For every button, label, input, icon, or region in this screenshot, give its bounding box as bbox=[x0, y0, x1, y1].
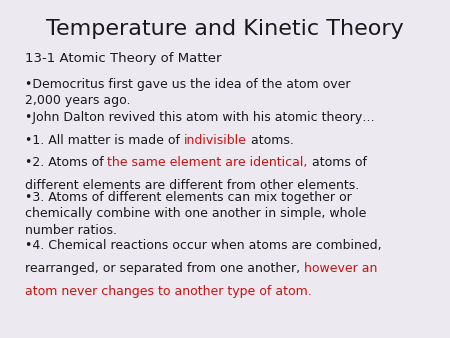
Text: •Democritus first gave us the idea of the atom over
2,000 years ago.: •Democritus first gave us the idea of th… bbox=[25, 78, 350, 107]
Text: atoms of: atoms of bbox=[308, 156, 367, 169]
Text: •2. Atoms of: •2. Atoms of bbox=[25, 156, 108, 169]
Text: rearranged, or separated from one another,: rearranged, or separated from one anothe… bbox=[25, 262, 304, 275]
Text: Temperature and Kinetic Theory: Temperature and Kinetic Theory bbox=[46, 19, 404, 39]
Text: indivisible: indivisible bbox=[184, 134, 247, 146]
Text: •4. Chemical reactions occur when atoms are combined,: •4. Chemical reactions occur when atoms … bbox=[25, 239, 382, 252]
Text: •John Dalton revived this atom with his atomic theory…: •John Dalton revived this atom with his … bbox=[25, 111, 374, 124]
Text: different elements are different from other elements.: different elements are different from ot… bbox=[25, 179, 359, 192]
Text: •1. All matter is made of: •1. All matter is made of bbox=[25, 134, 184, 146]
Text: the same element are identical,: the same element are identical, bbox=[108, 156, 308, 169]
Text: atom never changes to another type of atom.: atom never changes to another type of at… bbox=[25, 285, 311, 297]
Text: •3. Atoms of different elements can mix together or
chemically combine with one : •3. Atoms of different elements can mix … bbox=[25, 191, 366, 237]
Text: 13-1 Atomic Theory of Matter: 13-1 Atomic Theory of Matter bbox=[25, 52, 221, 65]
Text: atoms.: atoms. bbox=[247, 134, 293, 146]
Text: however an: however an bbox=[304, 262, 377, 275]
